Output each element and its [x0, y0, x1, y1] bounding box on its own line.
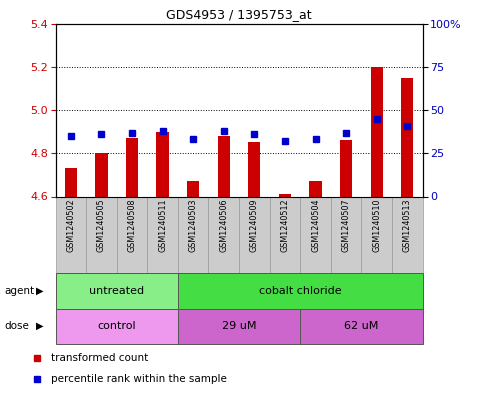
Text: percentile rank within the sample: percentile rank within the sample: [51, 374, 227, 384]
Text: GSM1240502: GSM1240502: [66, 199, 75, 252]
Bar: [178, 309, 300, 344]
Text: GSM1240512: GSM1240512: [281, 199, 289, 252]
Bar: [248, 143, 260, 196]
Bar: [178, 196, 209, 273]
Bar: [117, 196, 147, 273]
Bar: [156, 132, 169, 196]
Bar: [279, 194, 291, 196]
Bar: [147, 196, 178, 273]
Bar: [178, 273, 423, 309]
Text: GSM1240510: GSM1240510: [372, 199, 381, 252]
Bar: [392, 196, 423, 273]
Bar: [56, 309, 178, 344]
Text: GSM1240506: GSM1240506: [219, 199, 228, 252]
Text: control: control: [98, 321, 136, 331]
Bar: [95, 153, 108, 196]
Text: GSM1240513: GSM1240513: [403, 199, 412, 252]
Text: GSM1240511: GSM1240511: [158, 199, 167, 252]
Bar: [209, 196, 239, 273]
Bar: [300, 309, 423, 344]
Bar: [65, 168, 77, 196]
Text: GSM1240505: GSM1240505: [97, 199, 106, 252]
Bar: [56, 273, 178, 309]
Bar: [300, 196, 331, 273]
Bar: [361, 196, 392, 273]
Bar: [56, 196, 86, 273]
Text: dose: dose: [5, 321, 30, 331]
Text: agent: agent: [5, 286, 35, 296]
Bar: [401, 77, 413, 196]
Text: 29 uM: 29 uM: [222, 321, 256, 331]
Text: ▶: ▶: [36, 321, 44, 331]
Text: GSM1240508: GSM1240508: [128, 199, 137, 252]
Text: GSM1240503: GSM1240503: [189, 199, 198, 252]
Text: untreated: untreated: [89, 286, 144, 296]
Text: GSM1240504: GSM1240504: [311, 199, 320, 252]
Bar: [331, 196, 361, 273]
Bar: [370, 67, 383, 196]
Bar: [340, 140, 352, 196]
Bar: [187, 181, 199, 196]
Text: cobalt chloride: cobalt chloride: [259, 286, 341, 296]
Text: ▶: ▶: [36, 286, 44, 296]
Bar: [218, 136, 230, 196]
Title: GDS4953 / 1395753_at: GDS4953 / 1395753_at: [166, 8, 312, 21]
Text: 62 uM: 62 uM: [344, 321, 379, 331]
Text: GSM1240509: GSM1240509: [250, 199, 259, 252]
Bar: [86, 196, 117, 273]
Bar: [239, 196, 270, 273]
Text: GSM1240507: GSM1240507: [341, 199, 351, 252]
Text: transformed count: transformed count: [51, 353, 149, 363]
Bar: [270, 196, 300, 273]
Bar: [126, 138, 138, 196]
Bar: [310, 181, 322, 196]
